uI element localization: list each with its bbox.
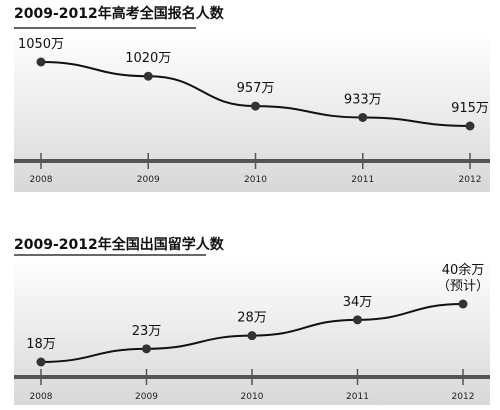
chart-1: 2009-2012年高考全国报名人数 2008 1050万 2009 1020万 201… — [14, 5, 490, 192]
chart-2: 2009-2012年全国出国留学人数 2008 18万 2009 23万 2010 28万… — [14, 236, 490, 405]
chart-1-marks: 2008 1050万 2009 1020万 2010 957万 2011 933万 2012 91… — [18, 37, 489, 185]
chart-1-data-point — [251, 101, 260, 111]
chart-1-title: 2009-2012年高考全国报名人数 — [14, 5, 225, 22]
chart-1-data-label: 1020万 — [125, 51, 171, 66]
chart-1-data-point — [143, 71, 153, 81]
chart-1-data-label: 1050万 — [18, 37, 64, 52]
chart-2-title: 2009-2012年全国出国留学人数 — [14, 236, 225, 253]
chart-2-data-label: 18万 — [26, 337, 56, 352]
chart-2-tick-label: 2012 — [452, 392, 475, 402]
chart-1-tick-label: 2011 — [351, 175, 374, 185]
chart-2-data-label: 23万 — [132, 324, 162, 339]
chart-1-tick-label: 2009 — [137, 175, 160, 185]
chart-1-data-point — [36, 57, 46, 67]
chart-2-data-point — [142, 344, 151, 354]
chart-2-data-label: 34万 — [343, 295, 373, 310]
chart-2-data-point — [36, 357, 46, 367]
chart-2-data-point — [353, 315, 362, 325]
chart-2-tick-label: 2010 — [241, 392, 264, 402]
chart-1-data-point — [465, 121, 475, 131]
chart-1-data-label: 957万 — [237, 81, 275, 96]
chart-1-data-label: 915万 — [451, 101, 489, 116]
chart-2-data-point — [247, 331, 257, 341]
chart-1-data-point — [358, 112, 368, 122]
chart-2-marks: 2008 18万 2009 23万 2010 28万 2011 34万 2012 40余万（预计） — [26, 262, 489, 402]
chart-2-tick-label: 2011 — [346, 392, 369, 402]
chart-2-data-point — [458, 299, 468, 309]
chart-2-data-label: （预计） — [437, 279, 489, 294]
chart-2-data-label: 28万 — [237, 311, 267, 326]
chart-1-background — [14, 32, 490, 192]
chart-2-tick-label: 2008 — [30, 392, 53, 402]
chart-1-tick-label: 2012 — [459, 175, 482, 185]
chart-2-tick-label: 2009 — [135, 392, 158, 402]
chart-1-tick-label: 2010 — [244, 175, 267, 185]
chart-1-data-label: 933万 — [344, 92, 382, 107]
chart-2-data-label: 40余万 — [442, 262, 485, 278]
chart-1-tick-label: 2008 — [30, 175, 53, 185]
